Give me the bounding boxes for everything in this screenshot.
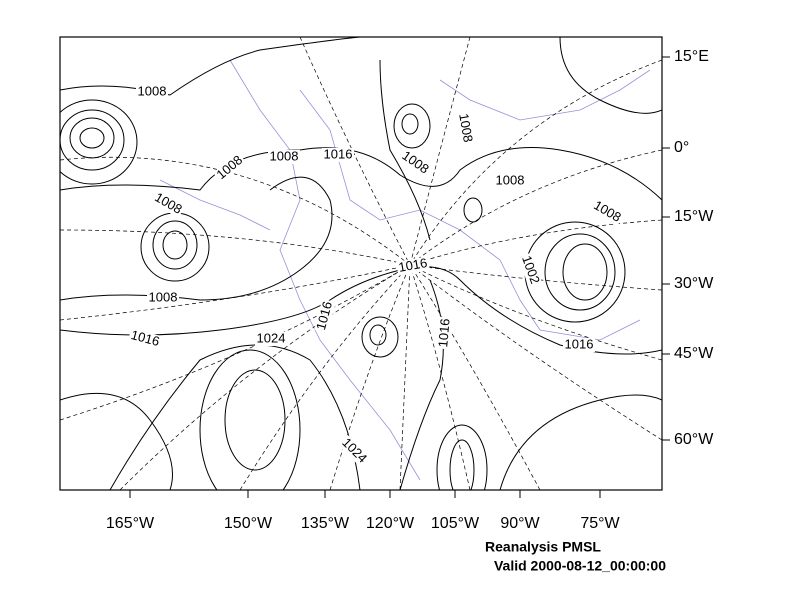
lat-label: 0° xyxy=(674,139,689,156)
contour-label: 1016 xyxy=(313,300,335,332)
lon-label: 135°W xyxy=(301,515,350,532)
contour-label: 1008 xyxy=(270,148,299,163)
contour-label-bg xyxy=(322,148,354,162)
lon-label: 75°W xyxy=(580,515,620,532)
graticule xyxy=(60,37,662,490)
lat-label: 15°E xyxy=(674,48,709,65)
contour-label: 1008 xyxy=(496,172,525,187)
contour-label-bg xyxy=(396,256,430,276)
contour-label-bg xyxy=(589,197,625,227)
contours xyxy=(60,37,662,490)
contour-label-bg xyxy=(147,291,179,305)
lat-label: 15°W xyxy=(674,208,714,225)
contour-label-bg xyxy=(268,150,300,164)
lon-label: 105°W xyxy=(431,515,480,532)
contour-label-bg xyxy=(436,316,454,350)
contour-label-bg xyxy=(314,298,336,334)
map-frame xyxy=(59,36,663,491)
contour-label: 1016 xyxy=(435,318,452,348)
lon-label: 120°W xyxy=(366,515,415,532)
lon-label: 90°W xyxy=(500,515,540,532)
subtitle: Valid 2000-08-12_00:00:00 xyxy=(494,558,666,574)
contour-label: 1024 xyxy=(257,330,286,345)
lat-label: 60°W xyxy=(674,431,714,448)
title: Reanalysis PMSL xyxy=(485,539,601,555)
lat-label: 30°W xyxy=(674,275,714,292)
lat-label: 45°W xyxy=(674,345,714,362)
contour-label: 1008 xyxy=(138,83,167,98)
contour-label: 1016 xyxy=(565,336,594,351)
lon-label: 165°W xyxy=(106,515,155,532)
contour-label-bg xyxy=(563,338,595,352)
labels: 15°E 0° 15°W 30°W 45°W 60°W 165°W 150°W 135°W 120… xyxy=(106,48,714,532)
lon-label: 150°W xyxy=(224,515,273,532)
contour-label: 1016 xyxy=(324,146,353,161)
contour-label: 1008 xyxy=(149,289,178,304)
contour-label-bg xyxy=(455,111,475,145)
contour-label: 1016 xyxy=(129,327,161,349)
contour-label-bg xyxy=(127,328,163,350)
contour-label-bg xyxy=(397,148,433,178)
contour-label-bg xyxy=(150,189,186,219)
contour-label: 1008 xyxy=(456,112,476,143)
contour-label-bg xyxy=(517,252,543,288)
contour-label-bg xyxy=(255,332,287,346)
contour-label-bg xyxy=(136,85,168,99)
contour-label-bg xyxy=(494,174,526,188)
contour-label: 1016 xyxy=(397,255,428,275)
contour-label-bg xyxy=(213,152,247,184)
contour-label-bg xyxy=(337,434,371,468)
